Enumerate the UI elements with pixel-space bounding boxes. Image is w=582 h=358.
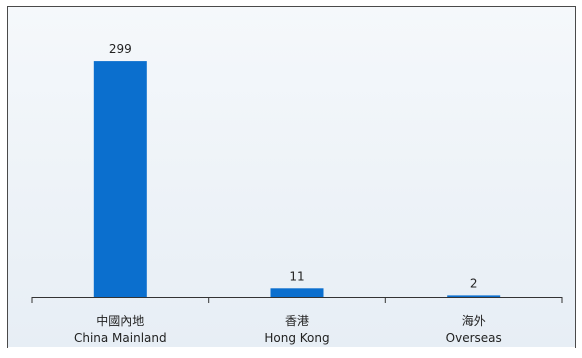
x-tick-label-en-1: Hong Kong (264, 331, 329, 345)
x-axis (31, 297, 563, 303)
x-tick-label-zh-0: 中國內地 (96, 313, 144, 328)
data-label-2: 2 (470, 276, 478, 290)
x-tick-label-zh-1: 香港 (285, 314, 309, 328)
x-tick-label-en-2: Overseas (446, 331, 502, 345)
x-tick-label-en-0: China Mainland (74, 331, 167, 345)
plot-frame (7, 6, 576, 348)
bar-0 (93, 61, 147, 297)
data-label-1: 11 (289, 269, 304, 283)
bar-2 (447, 295, 501, 297)
x-tick-label-zh-2: 海外 (462, 313, 486, 328)
bars-layer (93, 61, 501, 297)
x-tick-labels: 中國內地 China Mainland 香港 Hong Kong 海外 Overseas (74, 313, 502, 345)
data-labels-layer: 299 11 2 (109, 42, 478, 290)
bar-1 (270, 288, 324, 297)
data-label-0: 299 (109, 42, 132, 56)
